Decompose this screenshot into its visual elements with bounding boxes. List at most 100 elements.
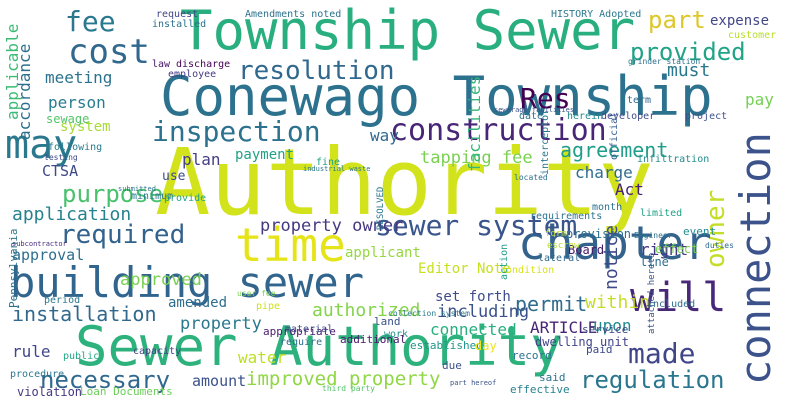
word: necessary: [40, 366, 171, 394]
word: discharge: [176, 59, 231, 70]
word: charge: [575, 163, 633, 182]
word: record: [512, 349, 552, 362]
word: term: [627, 95, 652, 106]
word: project: [685, 111, 728, 122]
word: cost: [68, 32, 150, 72]
word: herein: [567, 111, 604, 122]
word: month: [592, 202, 623, 213]
word: property: [180, 314, 262, 334]
word: payment: [235, 147, 295, 163]
word: limited: [640, 208, 683, 219]
word: Authority: [155, 129, 654, 236]
word: Res: [520, 82, 571, 115]
word: violation: [17, 385, 83, 399]
word: appropriate: [263, 325, 336, 338]
word: third party: [322, 384, 375, 393]
word: upon: [593, 316, 632, 335]
word: regulation: [580, 366, 725, 394]
word: will: [630, 275, 727, 321]
word: testing: [44, 153, 78, 162]
word: agreement: [560, 138, 669, 162]
word: infiltration: [637, 154, 710, 165]
word: installation: [12, 302, 157, 326]
word: material: [285, 324, 334, 335]
word: customer: [728, 30, 777, 41]
word: RESOLVED: [376, 186, 386, 230]
word: procedure: [10, 369, 65, 380]
word: building sewer: [10, 258, 365, 307]
word: chapter: [518, 216, 712, 270]
word: work: [384, 329, 409, 340]
word: right: [640, 240, 689, 259]
word: condition: [500, 265, 555, 276]
word: additional: [340, 333, 407, 346]
word: land: [374, 315, 401, 328]
word: connected: [430, 320, 517, 339]
word: action: [499, 243, 510, 280]
word: lateral: [538, 253, 581, 264]
word: collection system: [388, 309, 470, 318]
word: due: [442, 359, 462, 372]
word: system: [60, 119, 111, 135]
word: fee: [65, 5, 116, 38]
word: sewage: [46, 112, 90, 126]
word: amount: [192, 372, 247, 390]
word: minimum: [131, 191, 174, 202]
word: form: [545, 229, 567, 239]
word: Township Sewer: [180, 0, 636, 62]
word: provide: [164, 193, 207, 204]
word: part: [648, 6, 706, 34]
word: amended: [168, 295, 228, 311]
word: pipe: [256, 301, 281, 312]
word: law: [152, 59, 171, 70]
word: requirements: [530, 211, 603, 222]
word: approved: [120, 270, 202, 290]
word: Editor Note: [418, 261, 511, 277]
word: inspection: [152, 115, 321, 148]
word: paid: [586, 343, 613, 356]
word: developer: [601, 111, 656, 122]
word: made: [628, 337, 696, 370]
word: within: [585, 292, 651, 313]
word: period: [44, 295, 81, 306]
word: purpose: [62, 180, 164, 208]
word: sewer system: [375, 209, 578, 242]
word: Engineer: [634, 231, 673, 240]
word: person: [48, 93, 106, 112]
word: pay: [745, 90, 774, 109]
word: rule: [12, 342, 51, 361]
word: CTSA: [42, 162, 79, 180]
word: attached hereto: [647, 252, 657, 334]
word: applicable: [3, 23, 22, 120]
word: day: [475, 339, 497, 353]
word: employee: [168, 69, 217, 80]
word: may: [5, 122, 78, 168]
word: submitted: [118, 185, 156, 193]
word: effect: [655, 242, 699, 256]
word: public: [63, 351, 100, 362]
word: authorized: [312, 300, 421, 321]
word: fine: [316, 157, 341, 168]
word: event: [683, 225, 717, 238]
word: time: [235, 218, 346, 272]
word: construction: [390, 113, 607, 148]
word: capacity: [133, 346, 182, 357]
word: ARTICLE: [530, 318, 598, 337]
word: set forth: [435, 289, 511, 305]
word: industrial waste: [303, 165, 371, 173]
word: said: [539, 371, 566, 384]
word: resolution: [238, 56, 395, 86]
word: Act: [615, 180, 644, 199]
word: property owner: [260, 216, 404, 236]
word: Amendments noted: [245, 9, 342, 20]
word: installed: [152, 19, 207, 30]
word: grinder station: [628, 57, 701, 66]
word: escrow: [547, 241, 580, 251]
word: expense: [710, 13, 770, 29]
word: Loan Documents: [80, 385, 173, 398]
word: connection: [731, 132, 780, 385]
word: applicant: [345, 245, 421, 261]
word: duties: [705, 241, 734, 250]
word: tapping fee: [420, 148, 533, 168]
